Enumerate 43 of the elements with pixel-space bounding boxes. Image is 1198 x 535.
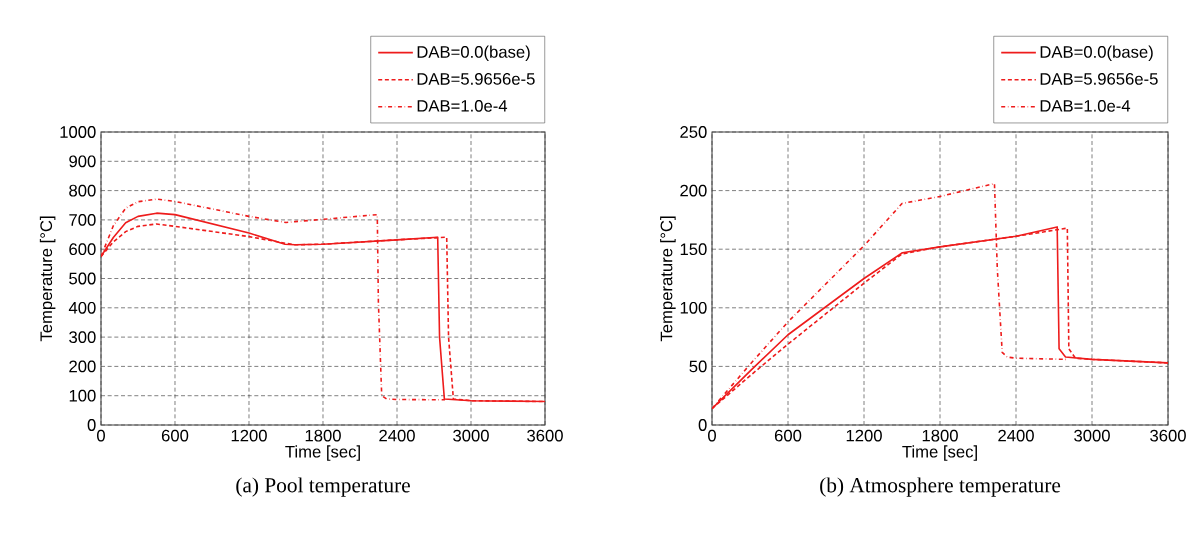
y-tick-label: 200 — [680, 184, 707, 197]
y-tick-label: 600 — [69, 243, 96, 256]
legend-label: DAB=5.9656e-5 — [417, 73, 535, 85]
x-tick-label: 3600 — [1150, 429, 1186, 442]
text: (b) Atmosphere temperature — [820, 477, 1061, 497]
legend-label: DAB=5.9656e-5 — [1040, 73, 1158, 85]
x-tick-label: 1200 — [846, 429, 882, 442]
x-axis-title: Time [sec] — [285, 445, 360, 461]
y-tick-label: 700 — [69, 214, 96, 226]
x-tick-label: 3000 — [453, 429, 489, 442]
legend-label: DAB=0.0(base) — [1040, 45, 1153, 62]
text: (a) Pool temperature — [236, 477, 410, 497]
x-tick-label: 600 — [161, 429, 189, 442]
legend-label: DAB=0.0(base) — [417, 45, 530, 62]
legend-label: DAB=1.0e-4 — [417, 99, 508, 112]
y-tick-label: 500 — [69, 272, 96, 285]
y-axis-title: Temperature [°C] — [39, 216, 56, 342]
x-tick-label: 0 — [97, 429, 105, 442]
y-tick-label: 150 — [680, 243, 707, 256]
x-tick-label: 1200 — [231, 429, 267, 442]
y-tick-label: 0 — [698, 419, 707, 431]
y-axis-title: Temperature [°C] — [660, 216, 676, 342]
y-tick-label: 300 — [69, 331, 96, 344]
x-tick-label: 1800 — [922, 429, 958, 442]
x-tick-label: 0 — [708, 429, 716, 442]
x-tick-label: 2400 — [379, 429, 415, 442]
y-tick-label: 900 — [69, 155, 96, 168]
y-tick-label: 100 — [680, 301, 707, 314]
x-axis-title: Time [sec] — [902, 445, 977, 461]
y-tick-label: 1000 — [60, 126, 96, 138]
y-tick-label: 50 — [689, 360, 707, 373]
x-tick-label: 2400 — [998, 429, 1034, 442]
y-tick-label: 0 — [87, 419, 96, 431]
y-tick-label: 250 — [680, 126, 707, 138]
x-tick-label: 600 — [774, 429, 802, 442]
y-tick-label: 800 — [69, 184, 96, 197]
x-tick-label: 3600 — [527, 429, 563, 442]
legend-label: DAB=1.0e-4 — [1040, 99, 1131, 112]
y-tick-label: 100 — [69, 389, 96, 402]
x-tick-label: 1800 — [305, 429, 341, 442]
x-tick-label: 3000 — [1074, 429, 1110, 442]
y-tick-label: 400 — [68, 301, 96, 314]
y-tick-label: 200 — [69, 360, 96, 373]
